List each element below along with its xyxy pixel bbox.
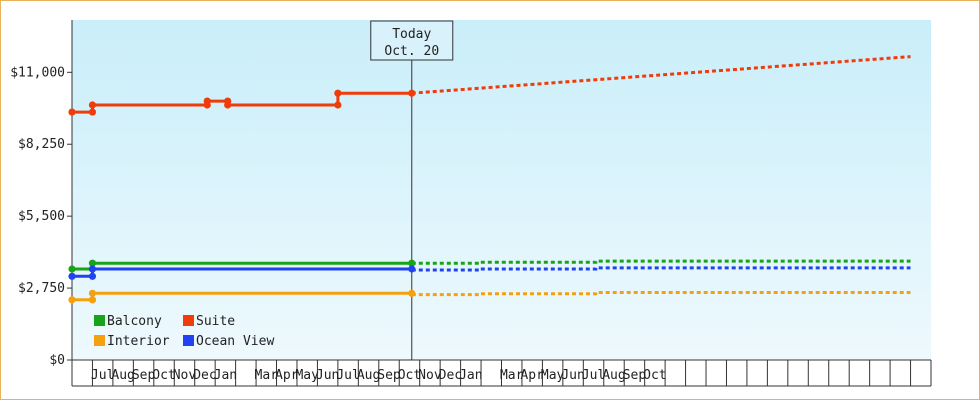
x-tick-label: May: [541, 368, 565, 383]
legend-swatch-suite: [183, 315, 194, 326]
today-label: Today: [392, 27, 431, 42]
data-point-balcony: [88, 259, 97, 267]
data-point-suite: [88, 101, 97, 109]
y-axis: $0 $2,750 $5,500 $8,250 $11,000: [10, 20, 73, 386]
x-tick-label: Mar: [255, 368, 279, 383]
x-tick-label: Dec: [439, 368, 462, 383]
x-tick-label: Oct: [398, 368, 421, 383]
x-tick-label: Apr: [520, 368, 544, 383]
legend-label-suite: Suite: [196, 314, 235, 329]
x-tick-label: Apr: [275, 368, 299, 383]
data-point-suite: [203, 97, 211, 105]
x-tick-label: Sep: [132, 368, 156, 383]
x-tick-label: May: [295, 368, 319, 383]
x-tick-label: Jan: [459, 368, 482, 383]
data-point-suite: [334, 89, 342, 97]
legend-swatch-ocean-view: [183, 335, 194, 346]
x-tick-label: Jul: [336, 368, 359, 383]
legend-swatch-interior: [94, 335, 105, 346]
x-tick-label: Jan: [214, 368, 237, 383]
y-tick-label: $11,000: [10, 65, 65, 80]
x-tick-label: Jul: [582, 368, 605, 383]
legend-label-ocean-view: Ocean View: [196, 334, 274, 349]
data-point-ocean-view: [68, 272, 76, 280]
x-tick-label: Aug: [111, 368, 134, 383]
series-projection-balcony: [411, 259, 911, 265]
x-tick-label: Oct: [643, 368, 666, 383]
x-tick-label: Nov: [173, 368, 197, 383]
x-tick-label: Dec: [193, 368, 216, 383]
x-tick-label: Jun: [561, 368, 584, 383]
x-tick-label: Mar: [500, 368, 524, 383]
data-point-interior: [408, 289, 416, 297]
data-point-ocean-view: [88, 265, 97, 273]
data-point-suite: [408, 89, 416, 97]
series-layer: [68, 55, 911, 304]
series-projection-interior: [411, 291, 911, 297]
legend: Balcony Suite Interior Ocean View: [94, 314, 274, 349]
data-point-interior: [88, 296, 97, 304]
series-projection-ocean-view: [411, 266, 911, 272]
x-tick-label: Nov: [418, 368, 442, 383]
x-tick-label: Aug: [602, 368, 625, 383]
today-date: Oct. 20: [384, 44, 439, 59]
data-point-ocean-view: [88, 272, 97, 280]
y-tick-label: $0: [49, 353, 65, 368]
legend-label-balcony: Balcony: [107, 314, 162, 329]
data-point-suite: [88, 108, 97, 116]
x-tick-label: Aug: [357, 368, 380, 383]
data-point-balcony: [408, 259, 416, 267]
today-marker: Today Oct. 20: [370, 20, 454, 360]
today-box: [370, 20, 454, 61]
legend-swatch-balcony: [94, 315, 105, 326]
x-tick-label: Sep: [623, 368, 647, 383]
x-tick-label: Sep: [377, 368, 401, 383]
data-point-interior: [68, 296, 76, 304]
plot-background: [72, 20, 931, 360]
series-line-ocean-view: [72, 267, 412, 278]
x-tick-label: Jul: [91, 368, 114, 383]
series-projection-suite: [411, 55, 911, 95]
x-tick-label: Oct: [152, 368, 175, 383]
data-point-suite: [334, 101, 342, 109]
data-point-interior: [88, 289, 97, 297]
data-point-ocean-view: [408, 265, 416, 273]
legend-label-interior: Interior: [107, 334, 170, 349]
data-point-suite: [224, 101, 232, 109]
y-tick-label: $8,250: [18, 137, 65, 152]
data-point-balcony: [68, 265, 76, 273]
y-tick-label: $2,750: [18, 281, 65, 296]
data-point-suite: [68, 108, 76, 116]
y-tick-label: $5,500: [18, 209, 65, 224]
x-tick-label: Jun: [316, 368, 339, 383]
